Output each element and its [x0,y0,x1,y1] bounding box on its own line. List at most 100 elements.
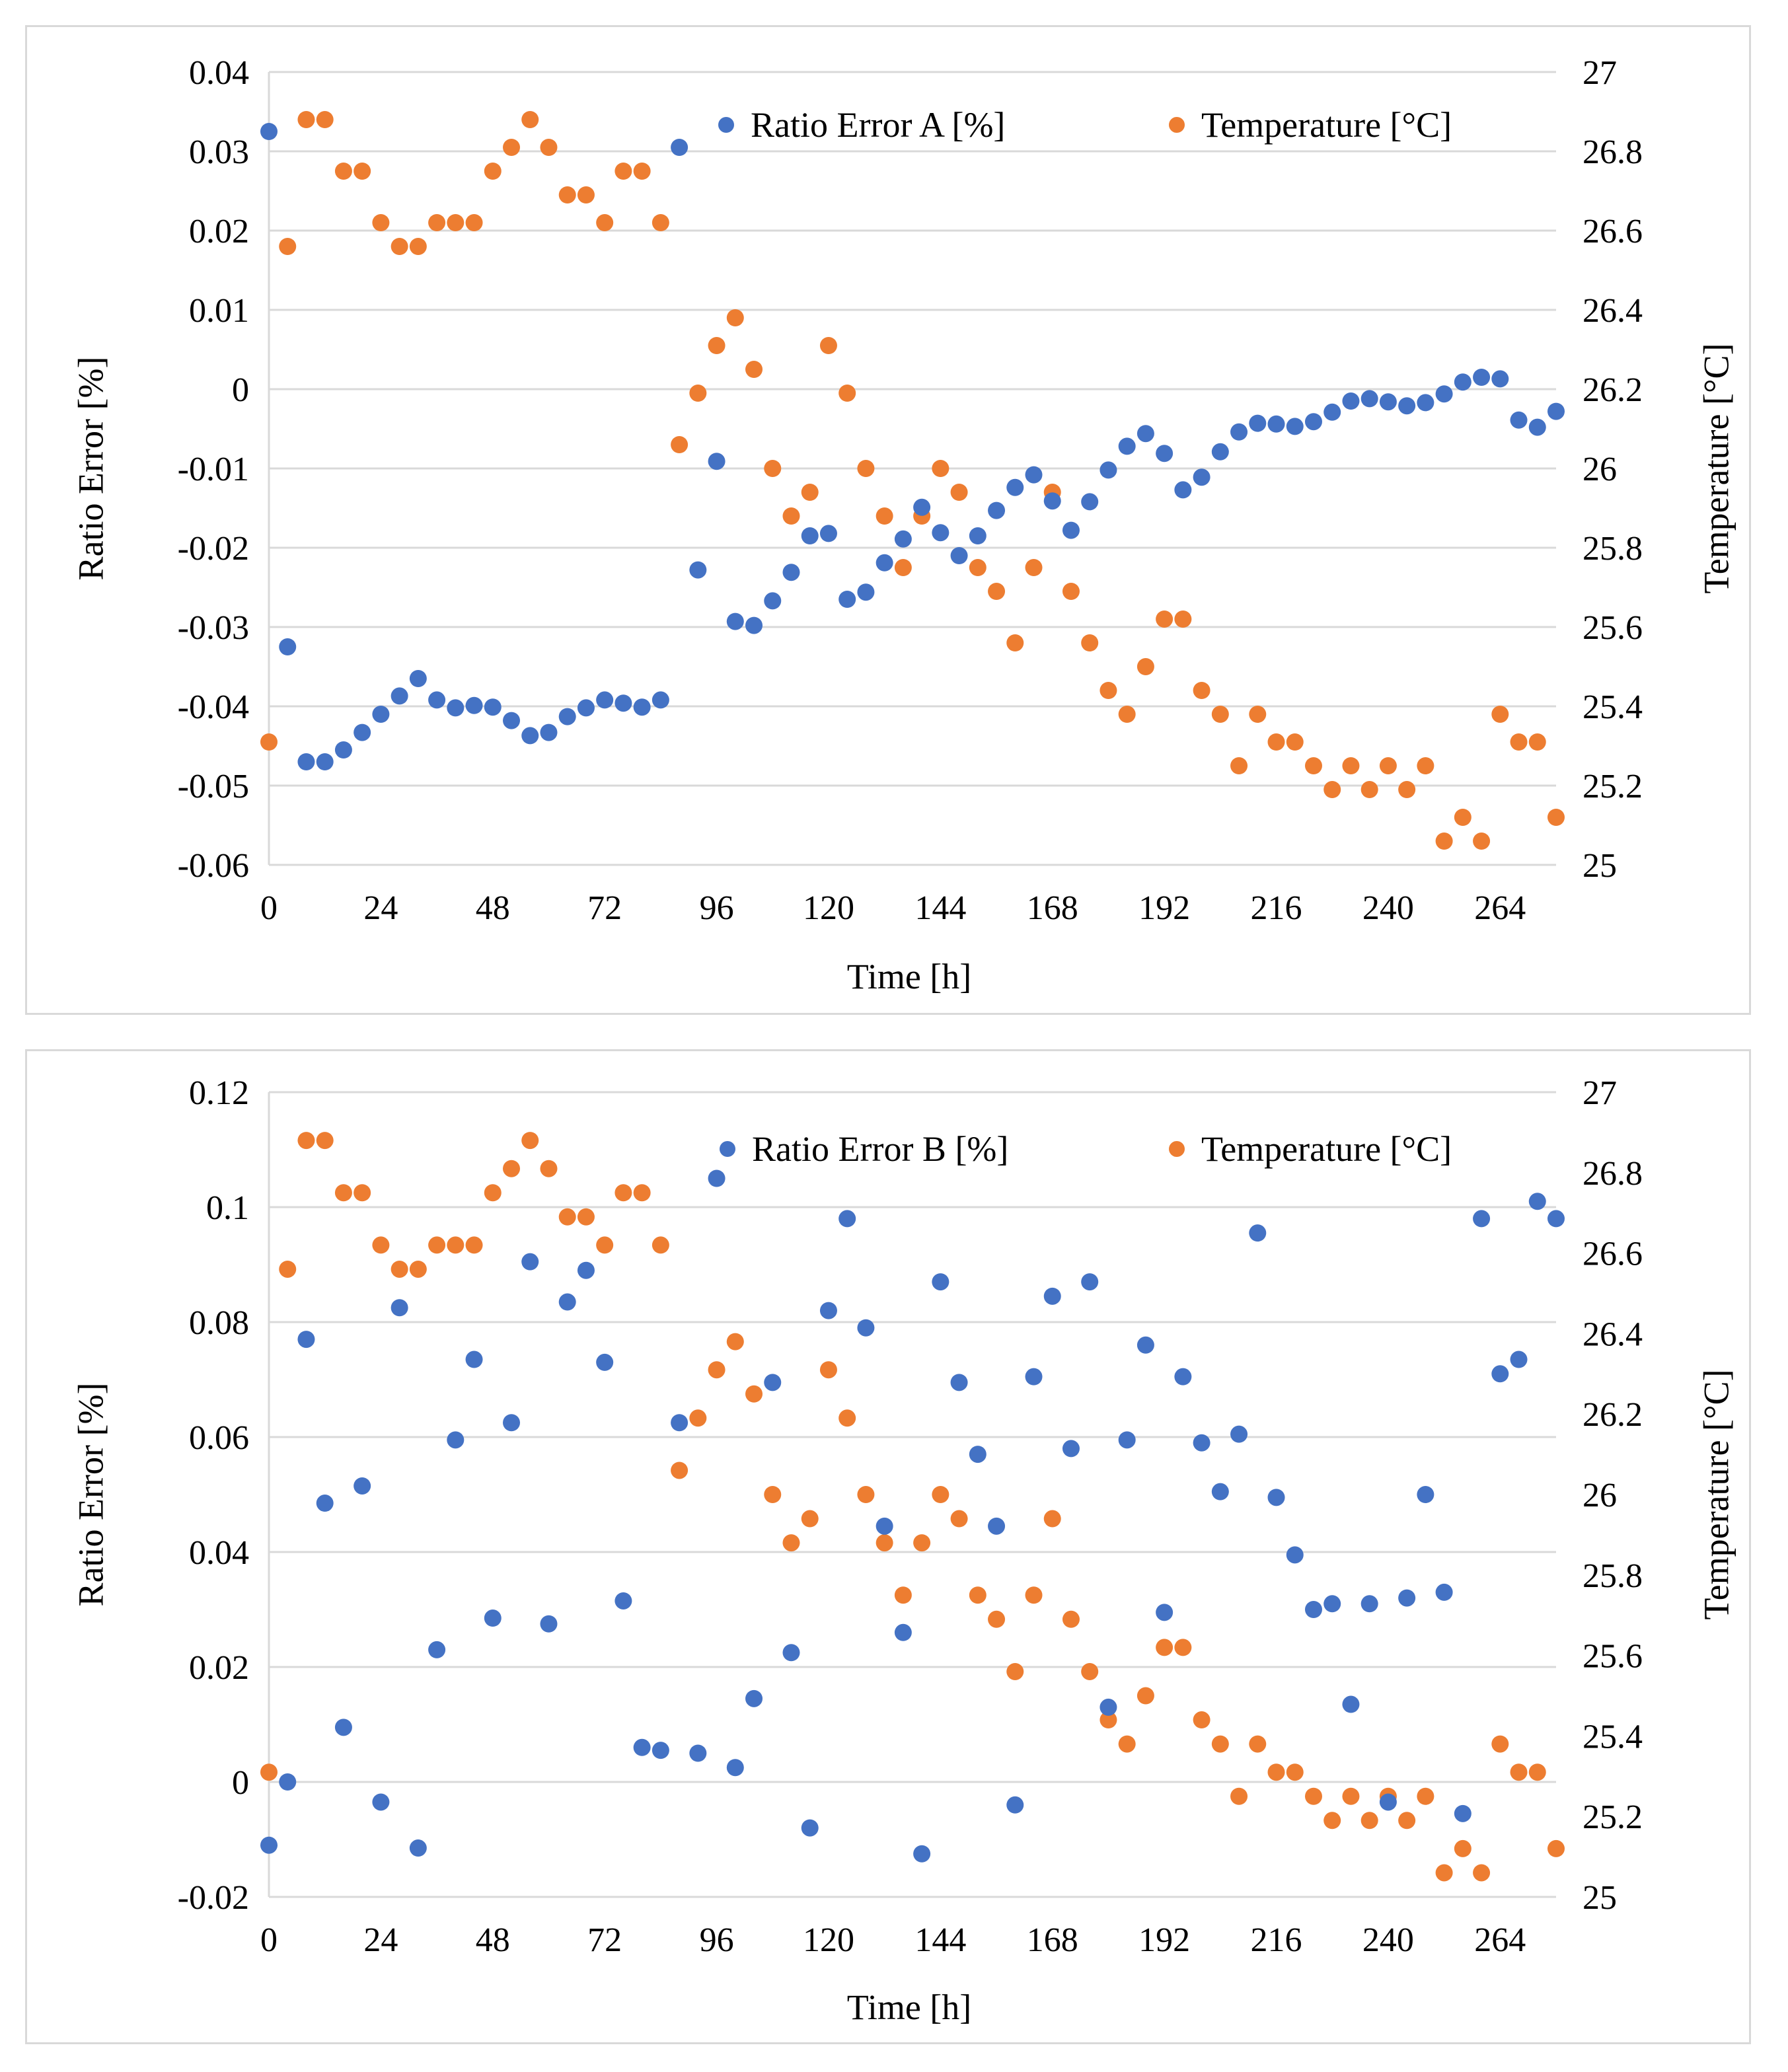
ratio-error-point [372,1793,390,1811]
ratio-error-point [540,1615,558,1633]
chart-a: -0.06 -0.05 -0.04 -0.03 -0.02 -0.01 0 0.01 0.02 0… [71,54,1736,996]
ratio-error-point [950,547,968,564]
temperature-point [540,1160,558,1177]
ratio-error-point [1398,1589,1416,1607]
temperature-point [1491,1735,1509,1753]
legend-marker-temperature [1169,117,1185,133]
ratio-error-point [316,753,334,770]
temperature-point [1473,1864,1491,1882]
ratio-error-point [1304,1601,1322,1618]
ratio-error-point [913,498,931,516]
ratio-error-point [484,698,502,716]
ratio-error-point [1025,466,1043,484]
temperature-point [1379,757,1397,774]
chart-b: -0.02 0 0.02 0.04 0.06 0.08 0.1 0.12 25 25.2 25.4 2… [71,1074,1736,2027]
temperature-point [708,1361,726,1379]
temperature-point [1342,757,1360,774]
temperature-point [1136,1687,1154,1705]
ratio-error-point [558,1293,576,1311]
x-tick-label: 216 [1251,889,1302,927]
temperature-point [819,337,837,354]
ratio-error-point [1342,1695,1360,1713]
temperature-point [801,484,819,501]
temperature-point [1230,757,1248,774]
ratio-error-point [1491,370,1509,388]
y-tick-label: -0.04 [178,688,249,726]
temperature-point [1286,1763,1304,1781]
temperature-point [932,460,950,477]
y-tick-label: 0.1 [206,1189,249,1227]
ratio-error-point [521,727,539,745]
ratio-error-point [1342,392,1360,410]
y2-tick-label: 25.4 [1583,688,1643,726]
temperature-point [354,163,371,180]
y-tick-label: 0.04 [189,54,249,92]
temperature-point [1025,559,1043,576]
y2-tick-label: 26.8 [1583,1155,1643,1193]
y-tick-label: -0.06 [178,847,249,885]
ratio-error-point [652,1742,669,1759]
temperature-point [1304,757,1322,774]
ratio-error-point [726,1759,744,1777]
temperature-point [558,186,576,204]
ratio-error-point [1211,443,1229,461]
ratio-error-point [316,1495,334,1512]
temperature-point [819,1361,837,1379]
ratio-error-point [969,1446,987,1463]
x-tick-label: 48 [476,889,510,927]
y2-tick-label: 25 [1583,1879,1617,1917]
temperature-point [1454,1839,1471,1857]
ratio-error-point [894,1623,912,1641]
ratio-error-point [932,1273,950,1291]
temperature-point [1360,1812,1378,1830]
temperature-point [391,238,408,255]
x-tick-label: 144 [914,889,966,927]
ratio-error-point [875,554,893,572]
x-tick-label: 240 [1362,889,1414,927]
ratio-error-point [1491,1365,1509,1383]
ratio-error-point [1510,1350,1528,1368]
x-tick-label: 168 [1027,1921,1078,1959]
x-tick-label: 168 [1027,889,1078,927]
ratio-error-point [558,708,576,725]
ratio-error-point [1473,1210,1491,1228]
ratio-error-point [391,1299,408,1317]
ratio-error-point [1099,1698,1117,1716]
temperature-point [596,214,614,231]
y2-tick-label: 25.4 [1583,1718,1643,1756]
ratio-error-point [1118,1431,1136,1449]
ratio-error-point [633,1738,651,1756]
ratio-error-point [838,1210,856,1228]
ratio-error-point [260,123,278,140]
legend-label-ratio-error: Ratio Error B [%] [752,1129,1008,1169]
x-tick-label: 192 [1138,1921,1190,1959]
y-axis-title: Ratio Error [%] [71,357,110,581]
temperature-point [521,111,539,128]
temperature-point [1398,781,1416,798]
ratio-error-point [708,1169,726,1187]
ratio-error-point [334,741,352,758]
legend-marker-ratio-error [718,117,734,133]
temperature-point [894,1586,912,1604]
temperature-point [1043,1510,1061,1528]
temperature-point [875,1534,893,1552]
temperature-point [782,507,800,525]
temperature-point [1006,1662,1024,1680]
ratio-error-point [1081,1273,1099,1291]
x-tick-label: 96 [700,889,734,927]
x-tick-label: 48 [476,1921,510,1959]
ratio-error-point [857,1319,875,1337]
ratio-error-point [1379,1793,1397,1811]
temperature-point [950,1510,968,1528]
ratio-error-point [633,698,651,716]
temperature-point [1025,1586,1043,1604]
ratio-error-point [1360,390,1378,408]
y-tick-label: -0.02 [178,530,249,568]
ratio-error-point [1286,418,1304,435]
temperature-point [1267,1763,1285,1781]
x-tick-label: 24 [363,889,398,927]
ratio-error-point [465,1350,483,1368]
ratio-error-point [577,699,595,717]
temperature-point [838,1409,856,1427]
ratio-error-point [950,1374,968,1391]
